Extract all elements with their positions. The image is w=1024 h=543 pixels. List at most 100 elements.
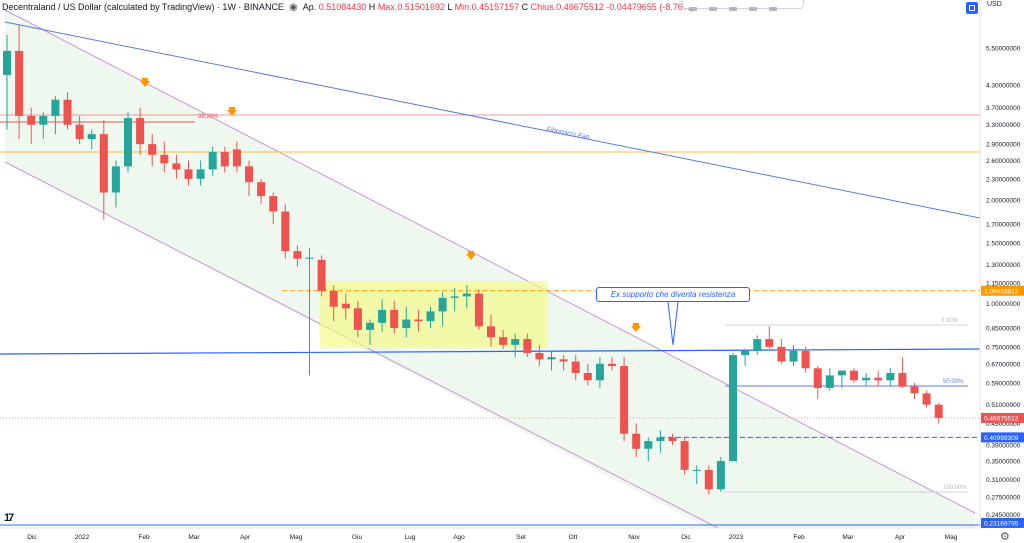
y-tick-label: 1.70000000 — [986, 222, 1021, 229]
y-tick-label: 0.51000000 — [986, 402, 1021, 409]
candle — [801, 346, 810, 373]
fibonacci-fan-line — [4, 21, 981, 219]
candle — [813, 366, 822, 399]
fibonacci-fan-label: Fibonacci Fan — [546, 126, 591, 141]
candle — [124, 111, 132, 173]
support-line — [0, 348, 981, 355]
candle-body — [160, 154, 169, 164]
y-tick-label: 3.30000000 — [986, 122, 1021, 129]
candle-body — [27, 115, 36, 125]
candle — [353, 300, 362, 338]
candle — [753, 335, 762, 356]
candle-body — [729, 355, 737, 462]
candle — [874, 370, 883, 386]
candle-body — [75, 124, 84, 140]
candle-body — [39, 115, 48, 125]
candle-body — [886, 372, 895, 381]
candle-body — [353, 308, 362, 330]
eye-icon[interactable]: ◉ — [288, 1, 298, 13]
x-tick-label: Feb — [793, 534, 805, 541]
candle-body — [305, 257, 314, 259]
label-0-00: 0.00% — [941, 318, 959, 324]
candle-body — [245, 166, 253, 183]
y-tick-label: 3.70000000 — [986, 105, 1021, 112]
candle-body — [910, 386, 919, 394]
candle-body — [196, 169, 205, 179]
y-tick-label: 0.31000000 — [986, 477, 1021, 484]
candle-body — [499, 337, 508, 345]
candle-body — [269, 196, 278, 212]
candle — [571, 355, 580, 381]
candle-body — [15, 50, 24, 116]
candle — [898, 357, 907, 388]
x-tick-label: Giu — [352, 534, 363, 541]
candle-body — [716, 461, 725, 490]
candle-body — [922, 393, 931, 405]
candle — [777, 339, 786, 364]
chart-header: Decentraland / US Dollar (calculated by … — [0, 0, 694, 14]
candle-body — [124, 118, 132, 167]
candle-body — [608, 363, 616, 367]
x-tick-label: Set — [516, 534, 526, 541]
candle — [632, 423, 641, 457]
candle — [87, 129, 96, 150]
candle-body — [789, 350, 798, 362]
label-100-00: 100.00% — [943, 485, 967, 491]
annotation-callout[interactable]: Ex supporto che diventa resistenza — [596, 287, 750, 302]
candle-body — [329, 290, 338, 307]
candle — [305, 248, 314, 376]
candle-body — [99, 134, 108, 193]
candle — [402, 306, 411, 338]
channel-fill — [5, 10, 975, 528]
candle — [51, 95, 60, 135]
x-tick-label: Nov — [628, 534, 640, 541]
price-label: 0.40999309 — [984, 435, 1019, 442]
candle — [729, 352, 737, 462]
candle — [825, 368, 834, 391]
gear-icon[interactable]: ⚙ — [1000, 531, 1010, 543]
candle-body — [801, 350, 810, 369]
price-label: 0.23169795 — [984, 520, 1019, 527]
candle-body — [874, 377, 883, 381]
candle — [196, 160, 205, 186]
candle-body — [51, 99, 60, 116]
y-tick-label: 5.50000000 — [986, 46, 1021, 53]
candle — [910, 382, 919, 399]
candle — [414, 309, 423, 332]
y-tick-label: 1.50000000 — [986, 240, 1021, 247]
orange-arrow-icon — [466, 251, 476, 260]
candle-body — [850, 370, 858, 381]
candle-body — [172, 163, 181, 170]
candle-body — [523, 339, 532, 353]
candle — [317, 255, 326, 297]
candle-body — [366, 322, 374, 330]
candle — [595, 357, 604, 388]
y-tick-label: 0.59000000 — [986, 380, 1021, 387]
candle-body — [341, 303, 350, 309]
candle — [257, 178, 266, 204]
y-tick-label: 0.39000000 — [986, 442, 1021, 449]
tradingview-logo-icon: 17 — [4, 512, 14, 524]
candle — [535, 344, 544, 367]
candle — [27, 107, 36, 145]
candle-body — [232, 149, 241, 167]
candle — [644, 437, 653, 462]
candle — [523, 333, 532, 358]
candle — [850, 368, 858, 383]
candle — [378, 299, 387, 332]
candle-body — [765, 339, 774, 347]
candle — [39, 111, 48, 140]
price-label-box — [981, 412, 1024, 423]
settings-square-button[interactable] — [966, 2, 978, 14]
candle-body — [777, 346, 786, 362]
candle — [450, 288, 459, 312]
candle — [245, 160, 253, 197]
drawing-toolbar[interactable] — [682, 0, 804, 11]
symbol-title[interactable]: Decentraland / US Dollar (calculated by … — [2, 2, 284, 12]
candle — [789, 344, 798, 367]
axis-currency[interactable]: USD — [987, 1, 1002, 8]
candle — [111, 160, 120, 208]
ohlc-readout: Ap. 0.51084430 H Max.0.51501692 L Min.0.… — [302, 2, 694, 12]
candle-body — [426, 311, 435, 322]
